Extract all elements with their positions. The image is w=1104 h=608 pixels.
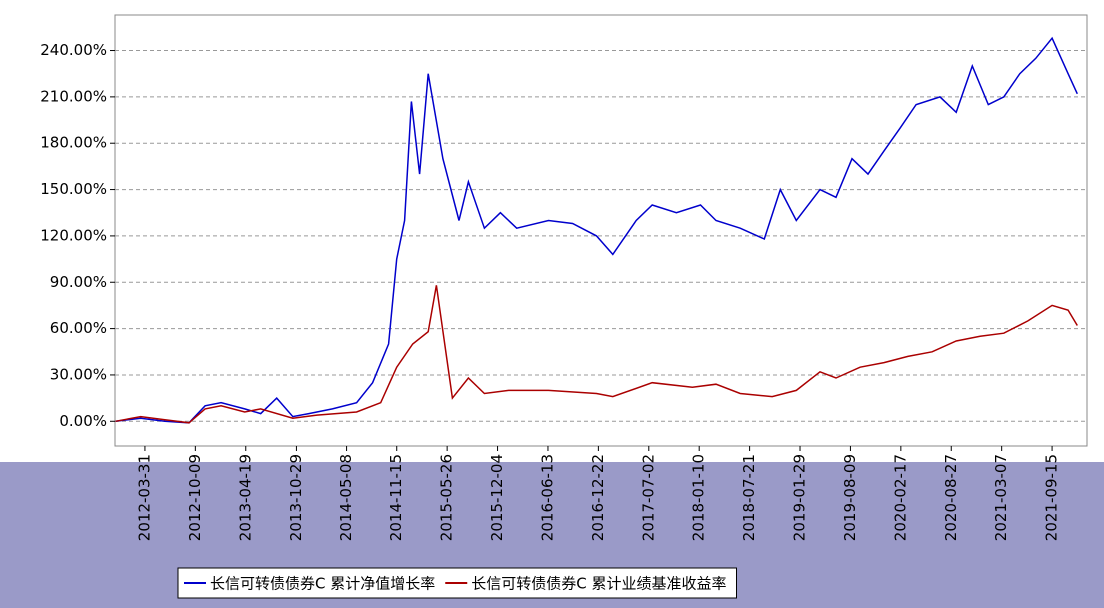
x-tick-label: 2019-01-29 [791, 454, 809, 541]
legend: 长信可转债债券C 累计净值增长率 长信可转债债券C 累计业绩基准收益率 [177, 567, 737, 599]
x-tick-label: 2021-09-15 [1043, 454, 1061, 541]
x-tick-label: 2018-07-21 [740, 454, 758, 541]
x-tick-label: 2019-08-09 [841, 454, 859, 541]
x-tick-label: 2021-03-07 [992, 454, 1010, 541]
y-tick-label: 150.00% [40, 180, 107, 198]
x-tick-label: 2013-04-19 [236, 454, 254, 541]
series-line [115, 285, 1078, 424]
x-tick-label: 2012-10-09 [186, 454, 204, 541]
x-tick-label: 2014-05-08 [337, 454, 355, 541]
legend-label: 长信可转债债券C 累计业绩基准收益率 [471, 575, 726, 593]
y-tick-label: 240.00% [40, 41, 107, 59]
x-tick-label: 2015-12-04 [488, 454, 506, 541]
x-tick-label: 2015-05-26 [438, 454, 456, 541]
y-tick-label: 0.00% [59, 412, 107, 430]
y-tick-label: 120.00% [40, 226, 107, 244]
y-tick-label: 90.00% [50, 273, 107, 291]
x-tick-label: 2018-01-10 [690, 454, 708, 541]
x-tick-label: 2017-07-02 [639, 454, 657, 541]
x-tick-label: 2016-06-13 [538, 454, 556, 541]
x-tick-label: 2020-08-27 [942, 454, 960, 541]
legend-label: 长信可转债债券C 累计净值增长率 [210, 575, 435, 593]
y-tick-label: 180.00% [40, 134, 107, 152]
x-tick-label: 2012-03-31 [135, 454, 153, 541]
y-tick-label: 30.00% [50, 365, 107, 383]
y-tick-label: 210.00% [40, 87, 107, 105]
y-tick-label: 60.00% [50, 319, 107, 337]
x-tick-label: 2013-10-29 [287, 454, 305, 541]
x-tick-label: 2020-02-17 [891, 454, 909, 541]
plot-area [114, 14, 1088, 447]
series-line [115, 36, 1078, 424]
x-tick-label: 2016-12-22 [589, 454, 607, 541]
x-tick-label: 2014-11-15 [387, 454, 405, 541]
